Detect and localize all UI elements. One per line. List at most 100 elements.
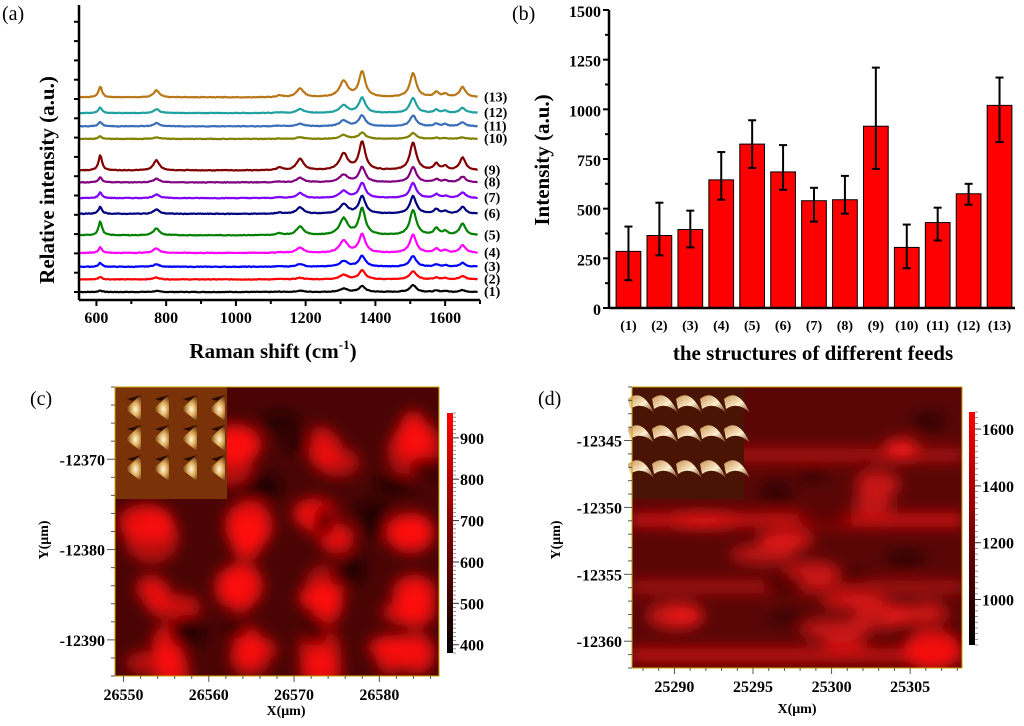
- colorbar-tick-label: 1400: [982, 479, 1014, 496]
- inset-crescent: [724, 460, 750, 478]
- heatmap-hotspot: [311, 580, 343, 625]
- inset-crescent: [628, 460, 654, 478]
- inset-triangle: [209, 425, 225, 451]
- x-tick-label: (2): [651, 319, 668, 334]
- inset-crescent: [700, 425, 726, 443]
- x-tick-label: (6): [775, 319, 792, 334]
- spectrum-line-7: [79, 181, 478, 200]
- colorbar-tick-label: 800: [460, 472, 484, 489]
- spectrum-line-12: [79, 96, 478, 115]
- heatmap-coldspot: [884, 547, 927, 571]
- panel-d-heatmap: (d) 25290 25295 25300 25305 -12345 -12350 -123…: [538, 386, 1014, 717]
- panel-b-bar-chart: (b) (1) (2) (3) (4) (5) (6) (7) (8) (9) (10) (11) (…: [512, 3, 1015, 365]
- inset-triangle-shadow: [211, 395, 225, 401]
- inset-crescent: [628, 425, 654, 443]
- heatmap-coldspot: [241, 472, 283, 503]
- panel-c-label: (c): [30, 388, 52, 410]
- x-tick-label: (3): [682, 319, 699, 334]
- inset-crescent: [652, 460, 678, 478]
- x-tick-label: (12): [957, 319, 981, 334]
- heatmap-coldspot: [303, 616, 327, 647]
- inset-crescent: [676, 460, 702, 478]
- panel-d-label: (d): [538, 388, 561, 410]
- heatmap-hotspot: [135, 574, 166, 602]
- bar-12: [955, 193, 982, 309]
- heatmap-coldspot: [911, 410, 947, 433]
- inset-triangle-shadow: [127, 455, 141, 461]
- x-tick-label: (9): [868, 319, 885, 334]
- inset-crescent: [676, 395, 702, 413]
- series-label: (2): [484, 272, 501, 287]
- x-tick-label: (11): [926, 319, 949, 334]
- heatmap-coldspot: [373, 472, 416, 496]
- x-tick-label: 26570: [274, 687, 314, 704]
- panel-a-xlabel: Raman shift (cm-1): [189, 337, 356, 363]
- inset-crescent: [724, 425, 750, 443]
- x-tick-label: 25290: [654, 679, 694, 696]
- y-tick-label: -12360: [577, 634, 622, 651]
- series-label: (6): [484, 207, 501, 222]
- y-tick-label: 1500: [569, 4, 601, 21]
- inset-triangle-shadow: [183, 395, 197, 401]
- x-tick-label: (4): [713, 319, 730, 334]
- x-tick-label: 26580: [359, 687, 399, 704]
- inset-triangle: [153, 425, 169, 451]
- panel-c-xlabel: X(μm): [266, 704, 305, 719]
- x-tick-label: (13): [988, 319, 1012, 334]
- inset-triangle-shadow: [155, 455, 169, 461]
- panel-d-ylabel: Y(μm): [549, 520, 564, 559]
- y-tick-label: 0: [593, 302, 601, 319]
- panel-b-ylabel: Intensity (a.u.): [530, 94, 554, 225]
- inset-triangle: [209, 455, 225, 481]
- heatmap-hotspot: [386, 512, 435, 554]
- heatmap-coldspot: [766, 610, 810, 624]
- bar-8: [832, 199, 858, 309]
- panel-b-xlabel: the structures of different feeds: [673, 341, 953, 365]
- heatmap-hotspot: [884, 438, 919, 459]
- inset-triangle-shadow: [155, 395, 169, 401]
- panel-d-xlabel: X(μm): [777, 702, 816, 717]
- spectrum-line-5: [79, 206, 478, 237]
- inset-afm-crescents: [628, 387, 750, 499]
- heatmap-hotspot: [118, 503, 174, 542]
- inset-crescent: [652, 425, 678, 443]
- colorbar-tick-label: 400: [460, 638, 484, 655]
- heatmap-hotspot: [375, 636, 405, 675]
- inset-triangle: [125, 395, 141, 421]
- heatmap-hotspot: [234, 636, 278, 662]
- colorbar-c: [447, 413, 453, 653]
- y-tick-label: 750: [577, 153, 601, 170]
- inset-afm-triangles: [115, 387, 227, 499]
- heatmap-coldspot: [361, 521, 388, 540]
- inset-triangle-shadow: [183, 425, 197, 431]
- spectrum-line-1: [79, 283, 478, 294]
- series-label: (1): [484, 285, 501, 300]
- heatmap-hotspot: [800, 618, 871, 641]
- y-tick-label: -12370: [60, 452, 105, 469]
- inset-crescent: [700, 395, 726, 413]
- y-tick-label: 1250: [569, 54, 601, 71]
- spectrum-line-6: [79, 194, 478, 216]
- series-label: (13): [484, 90, 508, 105]
- y-tick-label: -12380: [60, 543, 105, 560]
- inset-crescent: [676, 425, 702, 443]
- inset-triangle: [125, 425, 141, 451]
- y-tick-label: 1000: [569, 103, 601, 120]
- heatmap-hotspot: [316, 447, 360, 477]
- series-label: (4): [484, 246, 501, 261]
- spectrum-line-2: [79, 269, 478, 281]
- heatmap-coldspot: [168, 614, 205, 649]
- heatmap-hotspot: [820, 594, 890, 609]
- heatmap-coldspot: [326, 568, 365, 587]
- y-tick-label: -12355: [577, 567, 622, 584]
- series-label: (10): [484, 132, 508, 147]
- series-label: (11): [484, 119, 507, 134]
- heatmap-hotspot: [219, 562, 263, 609]
- x-tick-label: (5): [744, 319, 761, 334]
- heatmap-coldspot: [282, 433, 314, 452]
- inset-triangle: [181, 455, 197, 481]
- series-label: (3): [484, 260, 501, 275]
- x-tick-label: (1): [620, 319, 637, 334]
- series-label: (9): [484, 163, 501, 178]
